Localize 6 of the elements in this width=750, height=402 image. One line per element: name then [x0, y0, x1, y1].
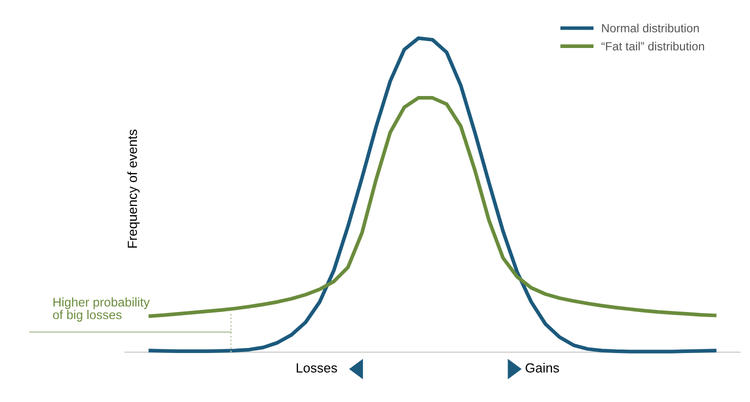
text: Losses — [296, 363, 338, 373]
legend-label: “Fat tail” distribution — [602, 42, 704, 50]
annotation: Higher probability of big losses — [53, 297, 150, 322]
y-axis-title: Frequency of events — [127, 130, 140, 248]
text: Gains — [526, 362, 559, 373]
legend-label: Normal distribution — [602, 24, 699, 32]
